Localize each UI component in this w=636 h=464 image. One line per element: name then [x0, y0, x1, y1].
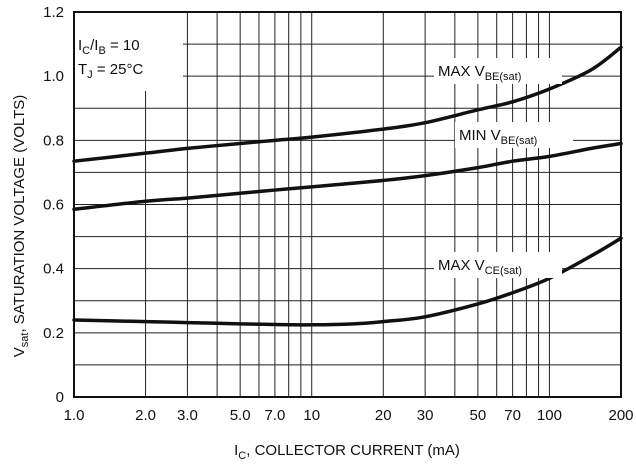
plot-frame — [73, 11, 622, 398]
x-tick-label: 2.0 — [135, 407, 156, 424]
x-tick-label: 7.0 — [264, 407, 285, 424]
series-label-bg-max-vbe — [434, 58, 562, 84]
y-tick-label: 0.8 — [43, 132, 64, 149]
y-tick-labels: 0 0.2 0.4 0.6 0.8 1.0 1.2 — [43, 4, 64, 406]
y-tick-label: 0.6 — [43, 197, 64, 214]
x-tick-label: 70 — [504, 407, 521, 424]
y-tick-label: 0 — [56, 389, 64, 406]
x-tick-label: 100 — [537, 407, 562, 424]
x-tick-label: 1.0 — [64, 407, 85, 424]
series-label-max-vce-sat: MAX VCE(sat) — [438, 257, 522, 277]
x-axis-title: IC, COLLECTOR CURRENT (mA) — [234, 442, 460, 462]
y-axis-title: Vsat, SATURATION VOLTAGE (VOLTS) — [11, 95, 31, 358]
series-line-max-vbe-sat — [72, 45, 623, 163]
y-tick-label: 1.2 — [43, 4, 64, 21]
x-tick-label: 10 — [303, 407, 320, 424]
annotation-box — [75, 13, 183, 91]
series-lines — [72, 45, 623, 327]
series-label-bg-max-vce — [434, 252, 562, 278]
x-tick-label: 3.0 — [177, 407, 198, 424]
annotation-line-2: TJ = 25°C — [78, 61, 143, 81]
y-tick-label: 0.4 — [43, 261, 64, 278]
series-line-min-vbe-sat — [72, 141, 623, 212]
x-tick-label: 50 — [470, 407, 487, 424]
x-tick-label: 5.0 — [230, 407, 251, 424]
y-tick-label: 0.2 — [43, 325, 64, 342]
x-tick-labels: 1.0 2.0 3.0 5.0 7.0 10 20 30 50 70 100 200 — [64, 407, 634, 424]
series-line-max-vce-sat — [72, 236, 623, 327]
y-tick-label: 1.0 — [43, 68, 64, 85]
series-label-min-vbe-sat: MIN VBE(sat) — [459, 127, 537, 147]
series-label-bg-min-vbe — [455, 122, 573, 148]
series-label-max-vbe-sat: MAX VBE(sat) — [438, 63, 521, 83]
annotation-line-1: IC/IB = 10 — [78, 37, 140, 57]
grid — [73, 11, 622, 398]
x-tick-label: 200 — [608, 407, 633, 424]
x-tick-label: 20 — [375, 407, 392, 424]
x-tick-label: 30 — [417, 407, 434, 424]
